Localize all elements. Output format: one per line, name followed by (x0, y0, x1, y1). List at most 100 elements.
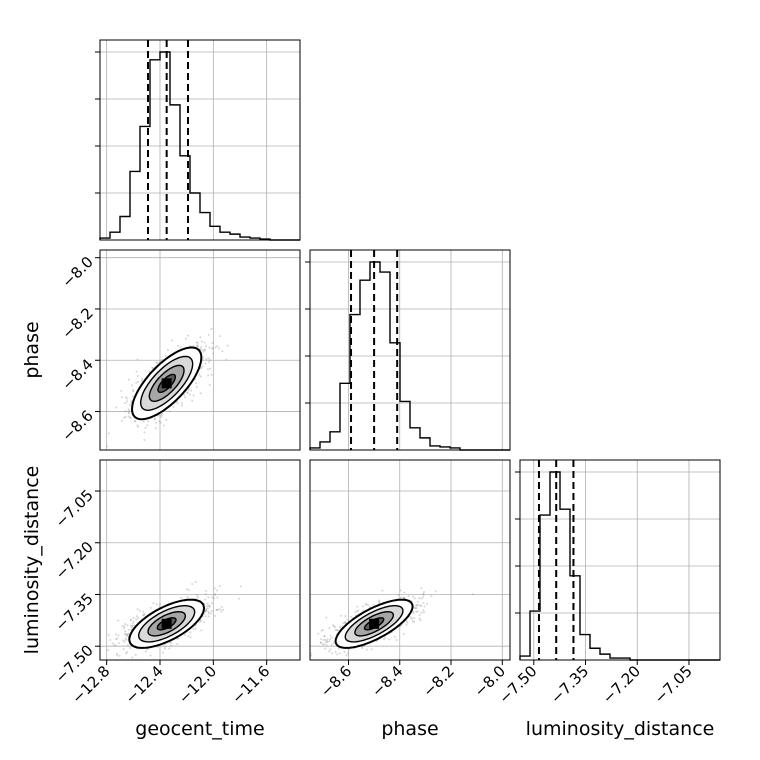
scatter-point (415, 604, 418, 607)
y-tick-label: −7.05 (52, 486, 97, 531)
panel-frame (99, 459, 301, 661)
scatter-point (331, 636, 334, 639)
scatter-point (216, 589, 219, 592)
scatter-point (383, 638, 386, 641)
y-tick-label: −8.2 (58, 304, 96, 342)
scatter-point (129, 618, 132, 621)
scatter-point (156, 646, 159, 649)
scatter-point (204, 593, 207, 596)
scatter-point (356, 605, 359, 608)
scatter-point (329, 634, 332, 637)
scatter-point (114, 633, 117, 636)
scatter-point (191, 399, 194, 402)
scatter-point (136, 374, 139, 377)
scatter-point (320, 660, 322, 662)
scatter-point (320, 629, 323, 632)
scatter-point (171, 339, 174, 342)
scatter-point (239, 585, 242, 588)
scatter-point (199, 375, 202, 378)
scatter-point (124, 623, 127, 626)
scatter-point (213, 597, 216, 600)
scatter-point (207, 612, 210, 615)
scatter-point (194, 627, 197, 630)
scatter-point (164, 354, 167, 357)
scatter-point (122, 648, 125, 651)
scatter-point (344, 615, 347, 618)
scatter-point (219, 608, 222, 611)
scatter-point (202, 356, 205, 359)
scatter-point (208, 383, 211, 386)
x-tick-label: −7.35 (547, 662, 592, 707)
scatter-point (205, 609, 208, 612)
scatter-point (126, 624, 129, 627)
scatter-point (207, 374, 210, 377)
scatter-point (423, 605, 426, 608)
scatter-point (130, 384, 133, 387)
scatter-point (214, 346, 217, 349)
scatter-point (430, 595, 433, 598)
scatter-point (350, 615, 353, 618)
scatter-point (192, 628, 195, 631)
scatter-point (192, 394, 195, 397)
scatter-point (204, 348, 207, 351)
scatter-point (134, 653, 137, 656)
scatter-point (186, 595, 189, 598)
scatter-point (206, 602, 209, 605)
scatter-point (367, 603, 370, 606)
scatter-point (187, 389, 190, 392)
scatter-point (114, 644, 117, 647)
scatter-point (336, 629, 339, 632)
scatter-point (143, 439, 146, 442)
scatter-point (204, 610, 207, 613)
scatter-point (328, 627, 331, 630)
x-axis-label-luminosity_distance: luminosity_distance (526, 718, 715, 740)
scatter-point (200, 367, 203, 370)
scatter-point (434, 590, 437, 593)
scatter-point (403, 597, 406, 600)
scatter-point (215, 609, 218, 612)
scatter-point (176, 642, 179, 645)
scatter-point (412, 612, 415, 615)
scatter-point (214, 593, 217, 596)
x-axis-label-geocent_time: geocent_time (135, 718, 264, 740)
scatter-point (411, 620, 414, 623)
scatter-point (216, 345, 219, 348)
scatter-point (158, 603, 161, 606)
scatter-point (381, 589, 384, 592)
scatter-point (152, 602, 155, 605)
scatter-point (158, 420, 161, 423)
scatter-point (143, 612, 146, 615)
scatter-point (325, 616, 328, 619)
scatter-point (149, 606, 152, 609)
x-tick-label: −7.20 (599, 662, 644, 707)
scatter-point (133, 419, 136, 422)
scatter-point (204, 598, 207, 601)
scatter-point (368, 606, 371, 609)
scatter-point (124, 402, 127, 405)
scatter-point (177, 637, 180, 640)
scatter-point (321, 643, 324, 646)
scatter-point (324, 639, 327, 642)
scatter-point (125, 638, 128, 641)
scatter-point (125, 633, 128, 636)
scatter-point (124, 633, 127, 636)
scatter-point (131, 624, 134, 627)
scatter-point (198, 621, 201, 624)
scatter-point (132, 616, 135, 619)
scatter-point (161, 651, 164, 654)
scatter-point (422, 608, 425, 611)
scatter-point (411, 617, 414, 620)
scatter-point (416, 610, 419, 613)
scatter-point (211, 341, 214, 344)
scatter-point (406, 621, 409, 624)
scatter-point (206, 607, 209, 610)
scatter-point (160, 415, 163, 418)
scatter-point (328, 650, 331, 653)
scatter-point (471, 593, 474, 596)
scatter-point (127, 378, 130, 381)
scatter-point (154, 427, 157, 430)
scatter-point (120, 389, 123, 392)
scatter-point (343, 650, 346, 653)
x-tick-label: −12.0 (175, 662, 220, 707)
scatter-point (129, 647, 132, 650)
